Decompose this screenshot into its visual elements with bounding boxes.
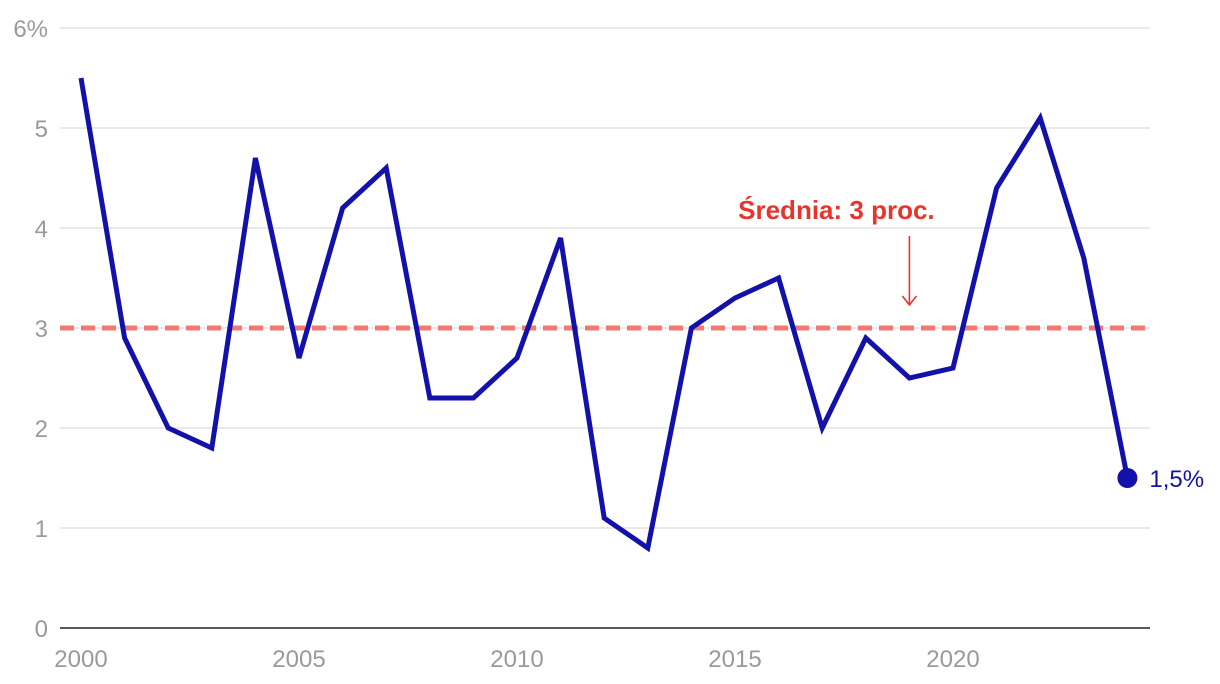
end-point-label: 1,5% — [1149, 466, 1204, 493]
y-tick-label: 2 — [35, 416, 48, 443]
annotation-arrow-head — [901, 295, 918, 307]
y-tick-label: 5 — [35, 116, 48, 143]
y-tick-label: 1 — [35, 516, 48, 543]
x-tick-label: 2020 — [926, 646, 979, 673]
y-tick-label: 0 — [35, 616, 48, 643]
x-tick-label: 2000 — [54, 646, 107, 673]
x-tick-label: 2010 — [490, 646, 543, 673]
x-tick-label: 2005 — [272, 646, 325, 673]
y-tick-label: 4 — [35, 216, 48, 243]
y-tick-labels: 0 1 2 3 4 5 6% — [13, 16, 48, 643]
end-point-marker — [1117, 468, 1138, 488]
average-annotation: Średnia: 3 proc. — [738, 195, 935, 225]
y-tick-label: 6% — [13, 16, 48, 43]
data-points — [79, 76, 1130, 551]
gridlines — [60, 27, 1150, 529]
x-tick-label: 2015 — [708, 646, 761, 673]
series-line — [78, 77, 1130, 553]
y-tick-label: 3 — [35, 316, 48, 343]
x-tick-labels: 2000 2005 2010 2015 2020 — [54, 646, 979, 673]
